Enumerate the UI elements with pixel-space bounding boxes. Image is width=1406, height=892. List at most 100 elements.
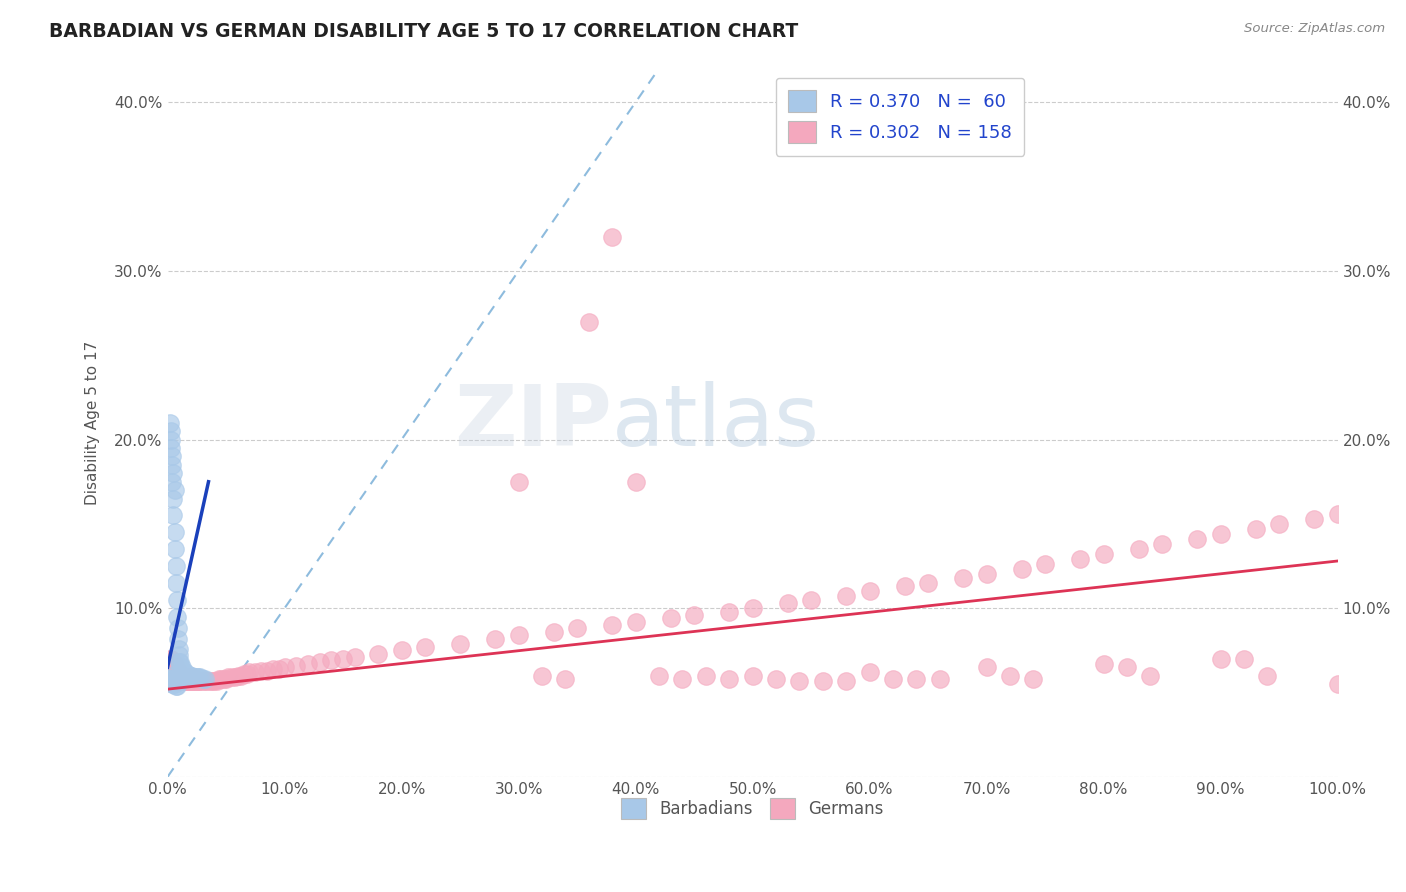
Point (159, 664, 181, 678)
Point (162, 508, 184, 523)
Point (256, 664, 278, 678)
Point (882, 672, 904, 686)
Point (1152, 537, 1174, 551)
Point (165, 679, 187, 693)
Point (238, 665, 260, 680)
Point (160, 424, 183, 438)
Point (835, 590, 858, 604)
Point (160, 672, 183, 686)
Point (624, 475, 647, 489)
Point (188, 670, 211, 684)
Point (160, 677, 183, 691)
Point (180, 673, 202, 688)
Point (186, 673, 208, 688)
Point (191, 672, 214, 686)
Point (167, 673, 190, 688)
Point (174, 670, 197, 684)
Point (508, 628, 530, 642)
Point (484, 632, 506, 646)
Point (180, 670, 202, 684)
Point (166, 592, 188, 607)
Point (343, 650, 366, 665)
Point (1233, 652, 1256, 666)
Point (165, 559, 187, 574)
Point (176, 667, 198, 681)
Point (648, 668, 671, 682)
Point (1116, 660, 1139, 674)
Point (285, 658, 308, 673)
Point (163, 673, 186, 688)
Point (169, 673, 191, 688)
Point (173, 673, 195, 688)
Point (198, 673, 221, 688)
Point (160, 441, 183, 455)
Point (811, 673, 834, 688)
Point (160, 672, 183, 686)
Point (671, 672, 693, 686)
Point (231, 668, 253, 682)
Point (166, 668, 188, 682)
Point (236, 667, 259, 681)
Point (695, 668, 717, 682)
Point (262, 662, 284, 676)
Point (905, 672, 928, 686)
Point (167, 665, 190, 680)
Point (177, 670, 200, 684)
Point (858, 665, 880, 680)
Point (169, 660, 191, 674)
Point (159, 657, 181, 671)
Point (160, 672, 183, 686)
Point (1326, 507, 1348, 521)
Point (194, 673, 217, 688)
Point (165, 673, 187, 688)
Point (172, 664, 194, 678)
Point (741, 601, 763, 615)
Point (159, 416, 181, 430)
Point (174, 667, 197, 681)
Point (273, 660, 295, 674)
Point (578, 314, 600, 328)
Point (157, 672, 180, 686)
Point (250, 664, 273, 678)
Point (157, 660, 180, 674)
Point (162, 673, 184, 688)
Point (1092, 547, 1115, 561)
Point (449, 637, 471, 651)
Point (165, 673, 187, 688)
Point (169, 670, 191, 684)
Point (162, 677, 184, 691)
Point (209, 672, 232, 686)
Point (159, 675, 181, 690)
Point (181, 673, 204, 688)
Point (162, 668, 184, 682)
Point (659, 611, 682, 625)
Point (893, 579, 915, 593)
Point (166, 673, 188, 688)
Point (177, 673, 200, 688)
Point (1209, 527, 1232, 541)
Point (565, 622, 588, 636)
Point (160, 672, 183, 686)
Point (741, 668, 763, 682)
Y-axis label: Disability Age 5 to 17: Disability Age 5 to 17 (86, 341, 100, 505)
Point (179, 673, 201, 688)
Point (163, 542, 186, 557)
Point (160, 450, 183, 464)
Point (167, 648, 190, 663)
Point (765, 672, 787, 686)
Point (212, 672, 235, 686)
Point (160, 667, 183, 681)
Point (267, 662, 290, 676)
Point (166, 673, 188, 688)
Point (162, 657, 184, 671)
Point (162, 662, 184, 676)
Point (162, 491, 184, 506)
Point (170, 673, 193, 688)
Point (157, 655, 180, 669)
Point (543, 624, 565, 639)
Point (998, 668, 1021, 682)
Point (170, 664, 193, 678)
Point (188, 673, 211, 688)
Point (163, 664, 186, 678)
Point (170, 670, 193, 684)
